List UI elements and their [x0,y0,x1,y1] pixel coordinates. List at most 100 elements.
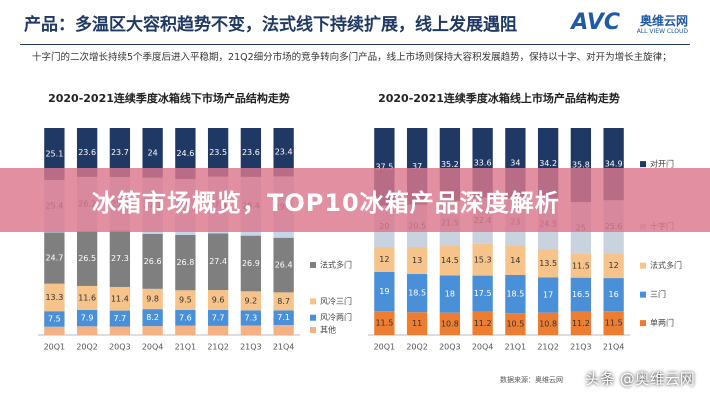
bar-segment [570,311,592,335]
slide-title: 产品：多温区大容积趋势不变，法式线下持续扩展，线上发展遇阻 [24,15,517,35]
data-label: 26.6 [144,257,162,266]
legend-label: 风冷三门 [320,296,352,306]
bar-segment [603,311,624,335]
bar-segment [142,309,163,327]
logo-name: 奥维云网 [639,14,688,28]
bar-segment [175,128,196,179]
bar-segment [537,277,559,313]
bar-segment [570,277,592,312]
bar-segment [505,245,526,275]
bar-segment [537,312,559,335]
bar-segment [207,325,229,335]
data-label: 9.6 [212,296,225,305]
data-label: 26.5 [78,254,96,263]
data-label: 7.7 [114,314,127,323]
bar-segment [109,230,131,287]
data-label: 10.5 [506,320,524,329]
bar-segment [76,285,98,310]
bar-segment [505,274,526,314]
data-label: 25.1 [45,149,63,158]
data-label: 18.5 [506,290,524,299]
legend-swatch [310,298,316,305]
bar-segment [207,233,229,291]
bar-segment [406,273,428,313]
data-label: 7.7 [212,313,225,322]
bar-segment [374,311,395,335]
bar-segment [175,325,196,335]
bar-segment [240,235,262,292]
bar-segment [142,326,163,335]
x-tick-label: 21Q3 [240,343,262,352]
data-label: 34.9 [605,160,623,169]
x-tick-label: 20Q3 [109,343,131,352]
data-label: 34.2 [539,159,557,168]
legend-swatch [640,291,646,298]
data-label: 27.3 [111,254,129,263]
legend-label: 其他 [320,325,336,335]
bar-segment [207,128,229,177]
data-label: 23.5 [209,148,227,157]
data-label: 24 [148,148,158,157]
bar-segment [406,247,428,274]
data-label: 17.5 [474,289,492,298]
bar-segment [570,253,592,278]
x-tick-label: 21Q3 [570,343,592,352]
data-label: 7.9 [81,314,94,323]
data-label: 7.3 [245,313,258,322]
logo: AVC [571,10,620,35]
bar-segment [44,326,65,335]
data-label: 19 [379,287,389,296]
bar-segment [142,128,163,178]
data-label: 34 [510,159,520,168]
legend-swatch [640,262,646,269]
data-label: 17 [543,291,553,300]
legend-swatch [310,262,316,269]
data-label: 7.5 [48,314,61,323]
data-label: 11.2 [572,319,590,328]
x-tick-label: 20Q1 [44,343,66,352]
data-label: 35.8 [572,161,590,170]
bar-segment [374,271,395,312]
bar-segment [374,247,395,272]
data-label: 12 [609,261,619,270]
bar-segment [240,291,262,311]
data-label: 23.6 [242,148,260,157]
data-label: 7.6 [179,313,192,322]
data-label: 18 [445,290,455,299]
data-label: 7.1 [277,313,290,322]
data-label: 33.6 [474,158,492,167]
bar-segment [439,312,461,335]
banner-text: 冰箱市场概览，TOP10冰箱产品深度解析 [92,189,560,217]
data-label: 23.4 [275,148,293,157]
data-label: 35.2 [441,160,459,169]
bar-segment [142,233,163,289]
bar-segment [273,292,294,311]
bar-segment [44,311,65,327]
data-label: 10.8 [441,319,459,328]
legend-label: 法式多门 [320,260,352,270]
data-label: 37 [412,162,422,171]
bar-segment [273,310,294,326]
bar-segment [472,275,493,312]
bar-segment [44,128,65,180]
data-label: 9.8 [146,294,159,303]
x-tick-label: 21Q2 [207,343,229,352]
bar-segment [273,325,294,335]
data-label: 23.7 [111,148,129,157]
bar-segment [109,286,131,311]
data-label: 11.6 [78,293,96,302]
bar-segment [76,231,98,286]
bar-segment [240,128,262,177]
data-label: 13.3 [45,293,63,302]
logo-subtitle: ALL VIEW CLOUD [636,28,688,35]
x-tick-label: 21Q4 [603,343,625,352]
bar-segment [537,249,559,278]
data-label: 24.7 [45,254,63,263]
bar-segment [406,312,428,335]
data-label: 27.4 [209,257,227,266]
bar-segment [472,311,493,335]
x-tick-label: 21Q1 [505,343,527,352]
data-label: 8.2 [146,313,159,322]
data-label: 24.6 [176,149,194,158]
